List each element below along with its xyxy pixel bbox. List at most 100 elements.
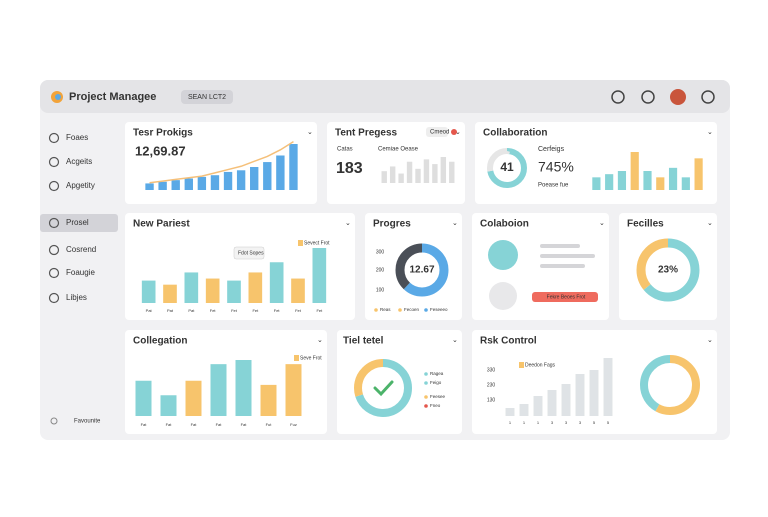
bar: [210, 364, 227, 416]
bar: [260, 384, 277, 416]
card-title: Tesr Prokigs: [133, 128, 193, 139]
bar: [291, 278, 305, 303]
donut-segment: [395, 243, 449, 297]
card-menu: ⌄: [452, 220, 458, 227]
y-tick-label: 130: [487, 397, 496, 403]
nav-icon: [48, 217, 60, 229]
card-menu: ⌄: [707, 337, 713, 344]
card-label: Cerfeigs: [538, 146, 565, 153]
legend-label: Fecoen: [404, 307, 420, 312]
x-tick-label: Pat: [146, 308, 153, 313]
card-menu: ⌄: [307, 129, 313, 136]
x-tick-label: 3: [565, 420, 568, 425]
bar: [205, 278, 220, 303]
x-tick-label: Pat: [188, 308, 195, 313]
x-tick-label: Fat: [141, 422, 148, 427]
bar: [184, 272, 199, 303]
bar: [694, 158, 703, 190]
x-tick-label: Fet: [252, 308, 259, 313]
x-tick-label: Fuz: [290, 422, 297, 427]
x-tick-label: Fat: [166, 422, 173, 427]
card-button: Fekre Beoes Frot: [547, 294, 586, 300]
bar: [605, 174, 614, 190]
nav-item[interactable]: Cosrend: [66, 245, 96, 254]
bar: [449, 161, 455, 183]
donut-segment: [487, 148, 527, 188]
icon-button[interactable]: [611, 90, 625, 104]
x-tick-label: 1: [509, 420, 512, 425]
check-icon: [373, 380, 394, 397]
nav-icon: [48, 267, 60, 279]
x-tick-label: Pat: [167, 308, 174, 313]
card-tip: Fdot Sopes: [238, 250, 264, 256]
y-tick-label: 230: [487, 382, 496, 388]
tag-dot: [451, 129, 457, 135]
card-menu: ⌄: [707, 129, 713, 136]
donut-segment: [354, 359, 412, 417]
trend-line: [149, 141, 294, 184]
y-tick-label: 100: [376, 287, 385, 293]
nav-item[interactable]: Apgetity: [66, 181, 95, 190]
x-tick-label: Fet: [231, 308, 238, 313]
card: [619, 213, 717, 320]
legend-swatch: [294, 355, 299, 361]
bar: [575, 374, 585, 416]
card-title: Rsk Control: [480, 336, 537, 347]
bar: [440, 157, 447, 183]
x-tick-label: 5: [607, 420, 610, 425]
card-value: 12,69.87: [135, 143, 186, 158]
bar: [158, 181, 167, 190]
card-menu: ⌄: [707, 220, 713, 227]
nav-item[interactable]: Libjes: [66, 293, 87, 302]
bar: [406, 161, 413, 183]
x-tick-label: Fet: [274, 308, 281, 313]
bar: [235, 360, 252, 416]
bar: [668, 167, 678, 190]
card-tag: Cmeod: [430, 130, 449, 136]
nav-item[interactable]: Prosel: [66, 218, 89, 227]
bar: [389, 166, 396, 183]
bar: [141, 280, 156, 303]
nav-icon: [48, 180, 60, 192]
card-title: New Pariest: [133, 219, 190, 230]
avatar-circle: [488, 240, 518, 270]
legend-swatch: [519, 362, 524, 368]
bar: [643, 171, 652, 190]
logo-dot: [55, 94, 61, 100]
bar: [312, 248, 327, 303]
x-tick-label: Fut: [266, 422, 273, 427]
bar: [561, 384, 571, 416]
bar: [432, 164, 438, 183]
donut-label: 12.67: [409, 265, 434, 276]
nav-item[interactable]: Acgeits: [66, 157, 92, 166]
bar: [603, 358, 613, 416]
bar: [533, 396, 543, 416]
nav-item[interactable]: Foaugie: [66, 268, 95, 277]
card-title: Progres: [373, 219, 411, 230]
donut-segment: [640, 355, 700, 415]
donut-label: 23%: [658, 265, 678, 276]
legend-label: Reas: [380, 307, 391, 312]
bar: [381, 171, 387, 183]
bar: [197, 176, 207, 190]
bar: [184, 178, 193, 190]
avatar[interactable]: [670, 89, 686, 105]
bar: [285, 364, 302, 416]
card-legend: Deedon Fags: [525, 362, 556, 368]
card-title: Collegation: [133, 336, 187, 347]
bar: [592, 177, 601, 190]
x-tick-label: Fat: [216, 422, 223, 427]
nav-item[interactable]: Foaes: [66, 133, 88, 142]
icon-button[interactable]: [641, 90, 655, 104]
icon-button[interactable]: [701, 90, 715, 104]
text-line: [540, 264, 585, 268]
x-tick-label: Fet: [210, 308, 217, 313]
legend-label: Ragea: [430, 371, 444, 376]
badge-text: SEAN LCT2: [188, 94, 226, 101]
card: [365, 213, 462, 320]
bar: [276, 155, 285, 190]
card-value: 183: [336, 160, 363, 177]
action-button[interactable]: [532, 292, 598, 302]
badge[interactable]: [181, 90, 233, 104]
